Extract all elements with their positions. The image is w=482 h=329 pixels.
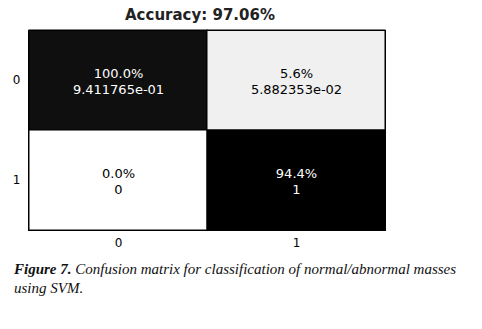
html-text:Figure 7. Confusion matrix for: Figure 7. Confusion matrix for classific…	[14, 261, 457, 296]
svg-text:5.6%5.882353e-02: 5.6%5.882353e-02	[251, 66, 342, 97]
svg-text:1: 1	[293, 236, 301, 250]
svg-text:1: 1	[13, 173, 21, 187]
svg-text:0.0%0: 0.0%0	[102, 166, 135, 197]
svg-text:100.0%9.411765e-01: 100.0%9.411765e-01	[73, 66, 164, 97]
svg-text:94.4%1: 94.4%1	[276, 166, 317, 197]
svg-text:0: 0	[115, 236, 123, 250]
svg-text:0: 0	[13, 73, 21, 87]
html-text:Accuracy: 97.06%: Accuracy: 97.06%	[125, 6, 275, 24]
